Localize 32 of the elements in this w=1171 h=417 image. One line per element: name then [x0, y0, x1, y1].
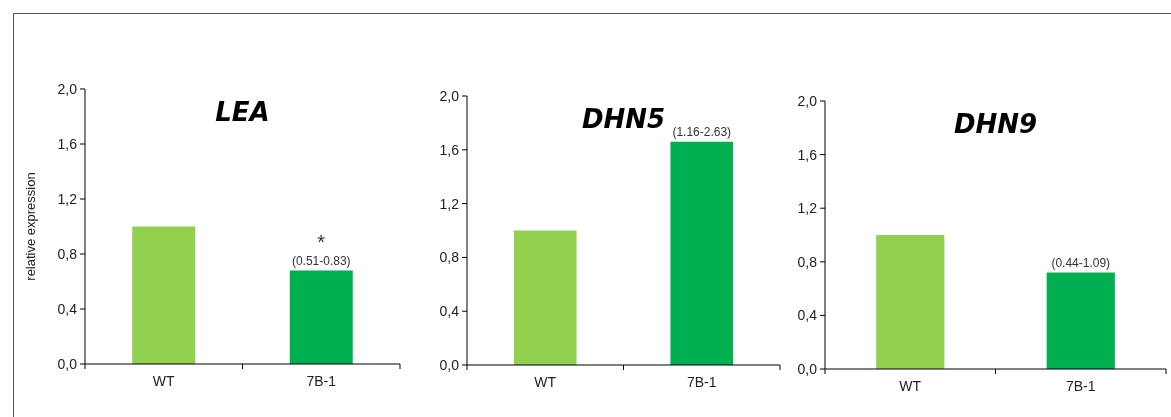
y-tick-label: 2,0	[57, 80, 78, 97]
y-tick-label: 0,8	[57, 245, 78, 262]
chart-title: DHN9	[953, 109, 1038, 139]
y-tick-label: 0,0	[439, 356, 460, 373]
x-tick-label: WT	[152, 373, 176, 389]
y-tick-label: 1,2	[797, 200, 818, 217]
chart-title: DHN5	[581, 104, 666, 134]
y-tick-label: 0,4	[57, 300, 78, 317]
y-tick-label: 2,0	[797, 92, 818, 109]
y-tick-label: 0,8	[797, 253, 818, 270]
annotation: (0.44-1.09)	[1051, 255, 1111, 270]
chart-title: LEA	[215, 97, 270, 127]
y-tick-label: 1,2	[439, 195, 460, 212]
annotation: (1.16-2.63)	[672, 124, 732, 139]
y-tick-label: 0,8	[439, 249, 460, 266]
y-tick-label: 1,2	[57, 190, 78, 207]
y-tick-label: 0,0	[797, 360, 818, 377]
y-tick-label: 1,6	[57, 135, 78, 152]
y-tick-label: 0,0	[57, 355, 78, 372]
y-tick-label: 0,4	[439, 303, 460, 320]
x-tick-label: WT	[899, 378, 922, 394]
annotation: *	[317, 230, 326, 253]
x-tick-label: 7B-1	[1065, 378, 1096, 394]
y-tick-label: 1,6	[797, 146, 818, 163]
x-tick-label: 7B-1	[686, 374, 717, 390]
y-tick-label: 2,0	[439, 87, 460, 104]
x-tick-label: WT	[534, 374, 557, 390]
y-tick-label: 0,4	[797, 307, 818, 324]
y-tick-label: 1,6	[439, 141, 460, 158]
x-tick-label: 7B-1	[306, 373, 337, 389]
y-axis-title: relative expression	[23, 172, 38, 281]
annotation: (0.51-0.83)	[291, 253, 351, 268]
